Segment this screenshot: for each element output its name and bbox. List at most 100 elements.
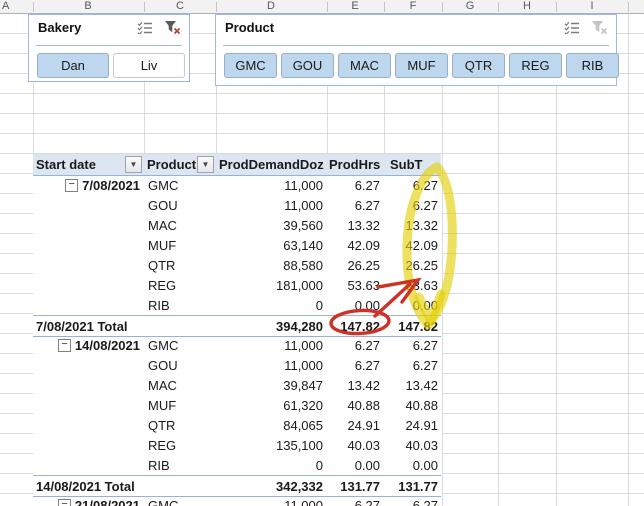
demand-cell[interactable]: 11,000 xyxy=(284,357,323,373)
column-header-c[interactable]: C xyxy=(176,0,184,12)
hours-cell[interactable]: 40.88 xyxy=(347,397,380,413)
product-cell[interactable]: GOU xyxy=(148,197,178,213)
subt-cell[interactable]: 40.88 xyxy=(405,397,438,413)
slicer-item-gmc[interactable]: GMC xyxy=(224,53,277,78)
subt-cell[interactable]: 6.27 xyxy=(412,337,438,353)
demand-cell[interactable]: 11,000 xyxy=(284,497,323,506)
column-header-e[interactable]: E xyxy=(351,0,359,12)
slicer-item-qtr[interactable]: QTR xyxy=(452,53,505,78)
subt-cell[interactable]: 6.27 xyxy=(412,497,438,506)
group-date-cell[interactable]: −7/08/2021 xyxy=(33,178,144,193)
demand-cell[interactable]: 11,000 xyxy=(284,177,323,193)
hours-cell[interactable]: 24.91 xyxy=(347,417,380,433)
subt-cell[interactable]: 6.27 xyxy=(412,197,438,213)
subt-cell[interactable]: 53.63 xyxy=(405,277,438,293)
demand-cell[interactable]: 39,560 xyxy=(283,217,323,233)
hours-cell[interactable]: 13.32 xyxy=(347,217,380,233)
slicer-item-mac[interactable]: MAC xyxy=(338,53,391,78)
product-cell[interactable]: QTR xyxy=(148,417,176,433)
subt-cell[interactable]: 0.00 xyxy=(412,297,438,313)
demand-cell[interactable]: 61,320 xyxy=(283,397,323,413)
product-cell[interactable]: REG xyxy=(148,437,177,453)
demand-cell[interactable]: 135,100 xyxy=(276,437,323,453)
demand-cell[interactable]: 11,000 xyxy=(284,197,323,213)
total-label-cell[interactable]: 14/08/2021 Total xyxy=(36,478,135,494)
product-cell[interactable]: GMC xyxy=(148,337,179,353)
slicer-item-rib[interactable]: RIB xyxy=(566,53,619,78)
subt-cell[interactable]: 13.42 xyxy=(405,377,438,393)
subt-cell[interactable]: 26.25 xyxy=(405,257,438,273)
product-cell[interactable]: MUF xyxy=(148,237,177,253)
subt-cell[interactable]: 13.32 xyxy=(405,217,438,233)
product-cell[interactable]: RIB xyxy=(148,297,170,313)
product-cell[interactable]: GMC xyxy=(148,497,179,506)
clear-filter-icon[interactable] xyxy=(164,20,181,35)
multi-select-icon[interactable] xyxy=(564,21,580,34)
demand-cell[interactable]: 88,580 xyxy=(283,257,323,273)
demand-cell[interactable]: 0 xyxy=(315,297,323,313)
column-header-i[interactable]: I xyxy=(590,0,594,12)
product-cell[interactable]: MUF xyxy=(148,397,177,413)
hours-cell[interactable]: 53.63 xyxy=(347,277,380,293)
demand-cell[interactable]: 11,000 xyxy=(284,337,323,353)
column-header-f[interactable]: F xyxy=(409,0,417,12)
demand-cell[interactable]: 39,847 xyxy=(283,377,323,393)
hours-cell[interactable]: 6.27 xyxy=(354,357,380,373)
pivot-header-subt[interactable]: SubT xyxy=(390,157,423,172)
group-date-cell[interactable]: −21/08/2021 xyxy=(33,498,144,506)
slicer-item-liv[interactable]: Liv xyxy=(113,53,185,78)
column-header-g[interactable]: G xyxy=(465,0,475,12)
pivot-header-hours[interactable]: ProdHrs xyxy=(329,157,381,172)
product-cell[interactable]: GMC xyxy=(148,177,179,193)
subt-cell[interactable]: 40.03 xyxy=(405,437,438,453)
hours-cell[interactable]: 131.77 xyxy=(340,478,380,494)
demand-cell[interactable]: 394,280 xyxy=(276,318,323,334)
subt-cell[interactable]: 42.09 xyxy=(405,237,438,253)
product-cell[interactable]: MAC xyxy=(148,377,177,393)
subt-cell[interactable]: 147.82 xyxy=(398,318,438,334)
hours-cell[interactable]: 40.03 xyxy=(347,437,380,453)
product-filter-dropdown[interactable]: ▼ xyxy=(197,156,214,173)
group-date-cell[interactable]: −14/08/2021 xyxy=(33,338,144,353)
product-cell[interactable]: GOU xyxy=(148,357,178,373)
product-cell[interactable]: REG xyxy=(148,277,177,293)
subt-cell[interactable]: 6.27 xyxy=(412,357,438,373)
total-label-cell[interactable]: 7/08/2021 Total xyxy=(36,318,128,334)
hours-cell[interactable]: 13.42 xyxy=(347,377,380,393)
hours-cell[interactable]: 6.27 xyxy=(354,497,380,506)
hours-cell[interactable]: 6.27 xyxy=(354,177,380,193)
collapse-button[interactable]: − xyxy=(57,498,71,506)
column-header-a[interactable]: A xyxy=(2,0,10,12)
hours-cell[interactable]: 147.82 xyxy=(340,318,380,334)
collapse-button[interactable]: − xyxy=(57,338,71,352)
slicer-item-dan[interactable]: Dan xyxy=(37,53,109,78)
hours-cell[interactable]: 0.00 xyxy=(354,297,380,313)
slicer-item-muf[interactable]: MUF xyxy=(395,53,448,78)
subt-cell[interactable]: 24.91 xyxy=(405,417,438,433)
product-cell[interactable]: MAC xyxy=(148,217,177,233)
hours-cell[interactable]: 6.27 xyxy=(354,337,380,353)
product-cell[interactable]: RIB xyxy=(148,457,170,473)
demand-cell[interactable]: 63,140 xyxy=(283,237,323,253)
start-date-filter-dropdown[interactable]: ▼ xyxy=(125,156,142,173)
pivot-header-demand[interactable]: ProdDemandDoz xyxy=(219,157,324,172)
column-header-h[interactable]: H xyxy=(523,0,531,12)
subt-cell[interactable]: 131.77 xyxy=(398,478,438,494)
slicer-item-gou[interactable]: GOU xyxy=(281,53,334,78)
hours-cell[interactable]: 42.09 xyxy=(347,237,380,253)
subt-cell[interactable]: 0.00 xyxy=(412,457,438,473)
demand-cell[interactable]: 181,000 xyxy=(276,277,323,293)
demand-cell[interactable]: 342,332 xyxy=(276,478,323,494)
demand-cell[interactable]: 0 xyxy=(315,457,323,473)
slicer-item-reg[interactable]: REG xyxy=(509,53,562,78)
collapse-button[interactable]: − xyxy=(65,178,79,192)
column-header-b[interactable]: B xyxy=(84,0,92,12)
multi-select-icon[interactable] xyxy=(137,21,153,34)
hours-cell[interactable]: 0.00 xyxy=(354,457,380,473)
hours-cell[interactable]: 26.25 xyxy=(347,257,380,273)
subt-cell[interactable]: 6.27 xyxy=(412,177,438,193)
product-cell[interactable]: QTR xyxy=(148,257,176,273)
column-header-d[interactable]: D xyxy=(267,0,275,12)
demand-cell[interactable]: 84,065 xyxy=(283,417,323,433)
hours-cell[interactable]: 6.27 xyxy=(354,197,380,213)
